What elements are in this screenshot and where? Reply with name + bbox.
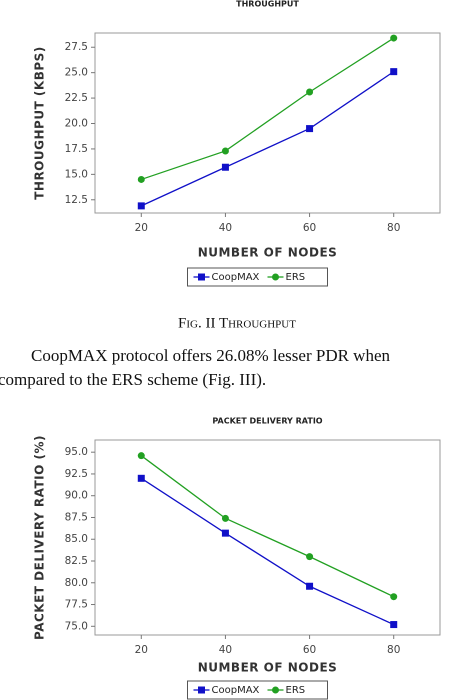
y-tick-label: 12.5	[65, 194, 88, 206]
paragraph-line: CoopMAX protocol offers 26.08% lesser PD…	[31, 346, 391, 365]
marker	[306, 125, 314, 133]
marker	[221, 529, 229, 537]
marker	[221, 147, 229, 155]
x-axis-label: NUMBER OF NODES	[198, 661, 338, 675]
x-tick-label: 60	[303, 644, 316, 656]
y-axis-label: THROUGHPUT (KBPS)	[33, 46, 47, 200]
marker	[390, 621, 398, 629]
legend: CoopMAX ERS	[187, 680, 328, 700]
marker	[306, 88, 314, 96]
legend-label: ERS	[286, 272, 306, 283]
legend-label: ERS	[286, 685, 306, 696]
series-line	[140, 477, 394, 626]
marker	[390, 34, 398, 42]
y-tick-label: 20.0	[65, 118, 88, 130]
marker	[137, 452, 145, 460]
y-tick-label: 90.0	[65, 490, 88, 502]
marker	[306, 582, 314, 590]
y-tick-label: 77.5	[65, 599, 88, 611]
legend: CoopMAX ERS	[187, 267, 328, 287]
series-line	[140, 455, 394, 598]
figure-caption: Fig. II Throughput	[178, 315, 296, 331]
x-tick-label: 80	[387, 644, 400, 656]
legend-label: CoopMAX	[212, 685, 260, 696]
legend-marker	[272, 686, 279, 694]
y-tick-label: 95.0	[65, 446, 88, 458]
marker	[306, 553, 314, 561]
y-axis-label: PACKET DELIVERY RATIO (%)	[33, 435, 47, 640]
x-tick-label: 40	[219, 222, 232, 234]
legend-marker	[272, 273, 279, 281]
y-tick-label: 27.5	[65, 41, 88, 53]
chart-title: PACKET DELIVERY RATIO	[212, 417, 322, 426]
x-tick-label: 20	[135, 222, 148, 234]
x-tick-label: 60	[303, 222, 316, 234]
legend-label: CoopMAX	[212, 272, 260, 283]
y-tick-label: 25.0	[65, 67, 88, 79]
marker	[137, 474, 145, 482]
y-tick-label: 15.0	[65, 168, 88, 180]
marker	[390, 68, 398, 76]
y-tick-label: 87.5	[65, 511, 88, 523]
legend-box	[187, 680, 328, 700]
paragraph-line: compared to the ERS scheme (Fig. III).	[0, 370, 266, 389]
series-line	[141, 71, 395, 207]
legend-marker	[198, 273, 205, 281]
marker	[221, 163, 229, 171]
plot-frame	[94, 32, 441, 214]
marker	[137, 175, 145, 183]
y-tick-label: 85.0	[65, 533, 88, 545]
x-tick-label: 40	[219, 644, 232, 656]
y-tick-label: 82.5	[65, 555, 88, 567]
marker	[390, 593, 398, 601]
y-tick-label: 75.0	[65, 620, 88, 632]
marker	[221, 514, 229, 522]
chart-title: THROUGHPUT	[236, 0, 299, 9]
y-tick-label: 22.5	[65, 92, 88, 104]
y-tick-label: 17.5	[65, 143, 88, 155]
y-tick-label: 92.5	[65, 468, 88, 480]
x-tick-label: 80	[387, 222, 400, 234]
legend-marker	[198, 686, 205, 694]
x-axis-label: NUMBER OF NODES	[198, 246, 338, 260]
series-line	[141, 37, 395, 181]
x-tick-label: 20	[135, 644, 148, 656]
marker	[137, 202, 145, 210]
legend-box	[187, 267, 328, 287]
y-tick-label: 80.0	[65, 577, 88, 589]
